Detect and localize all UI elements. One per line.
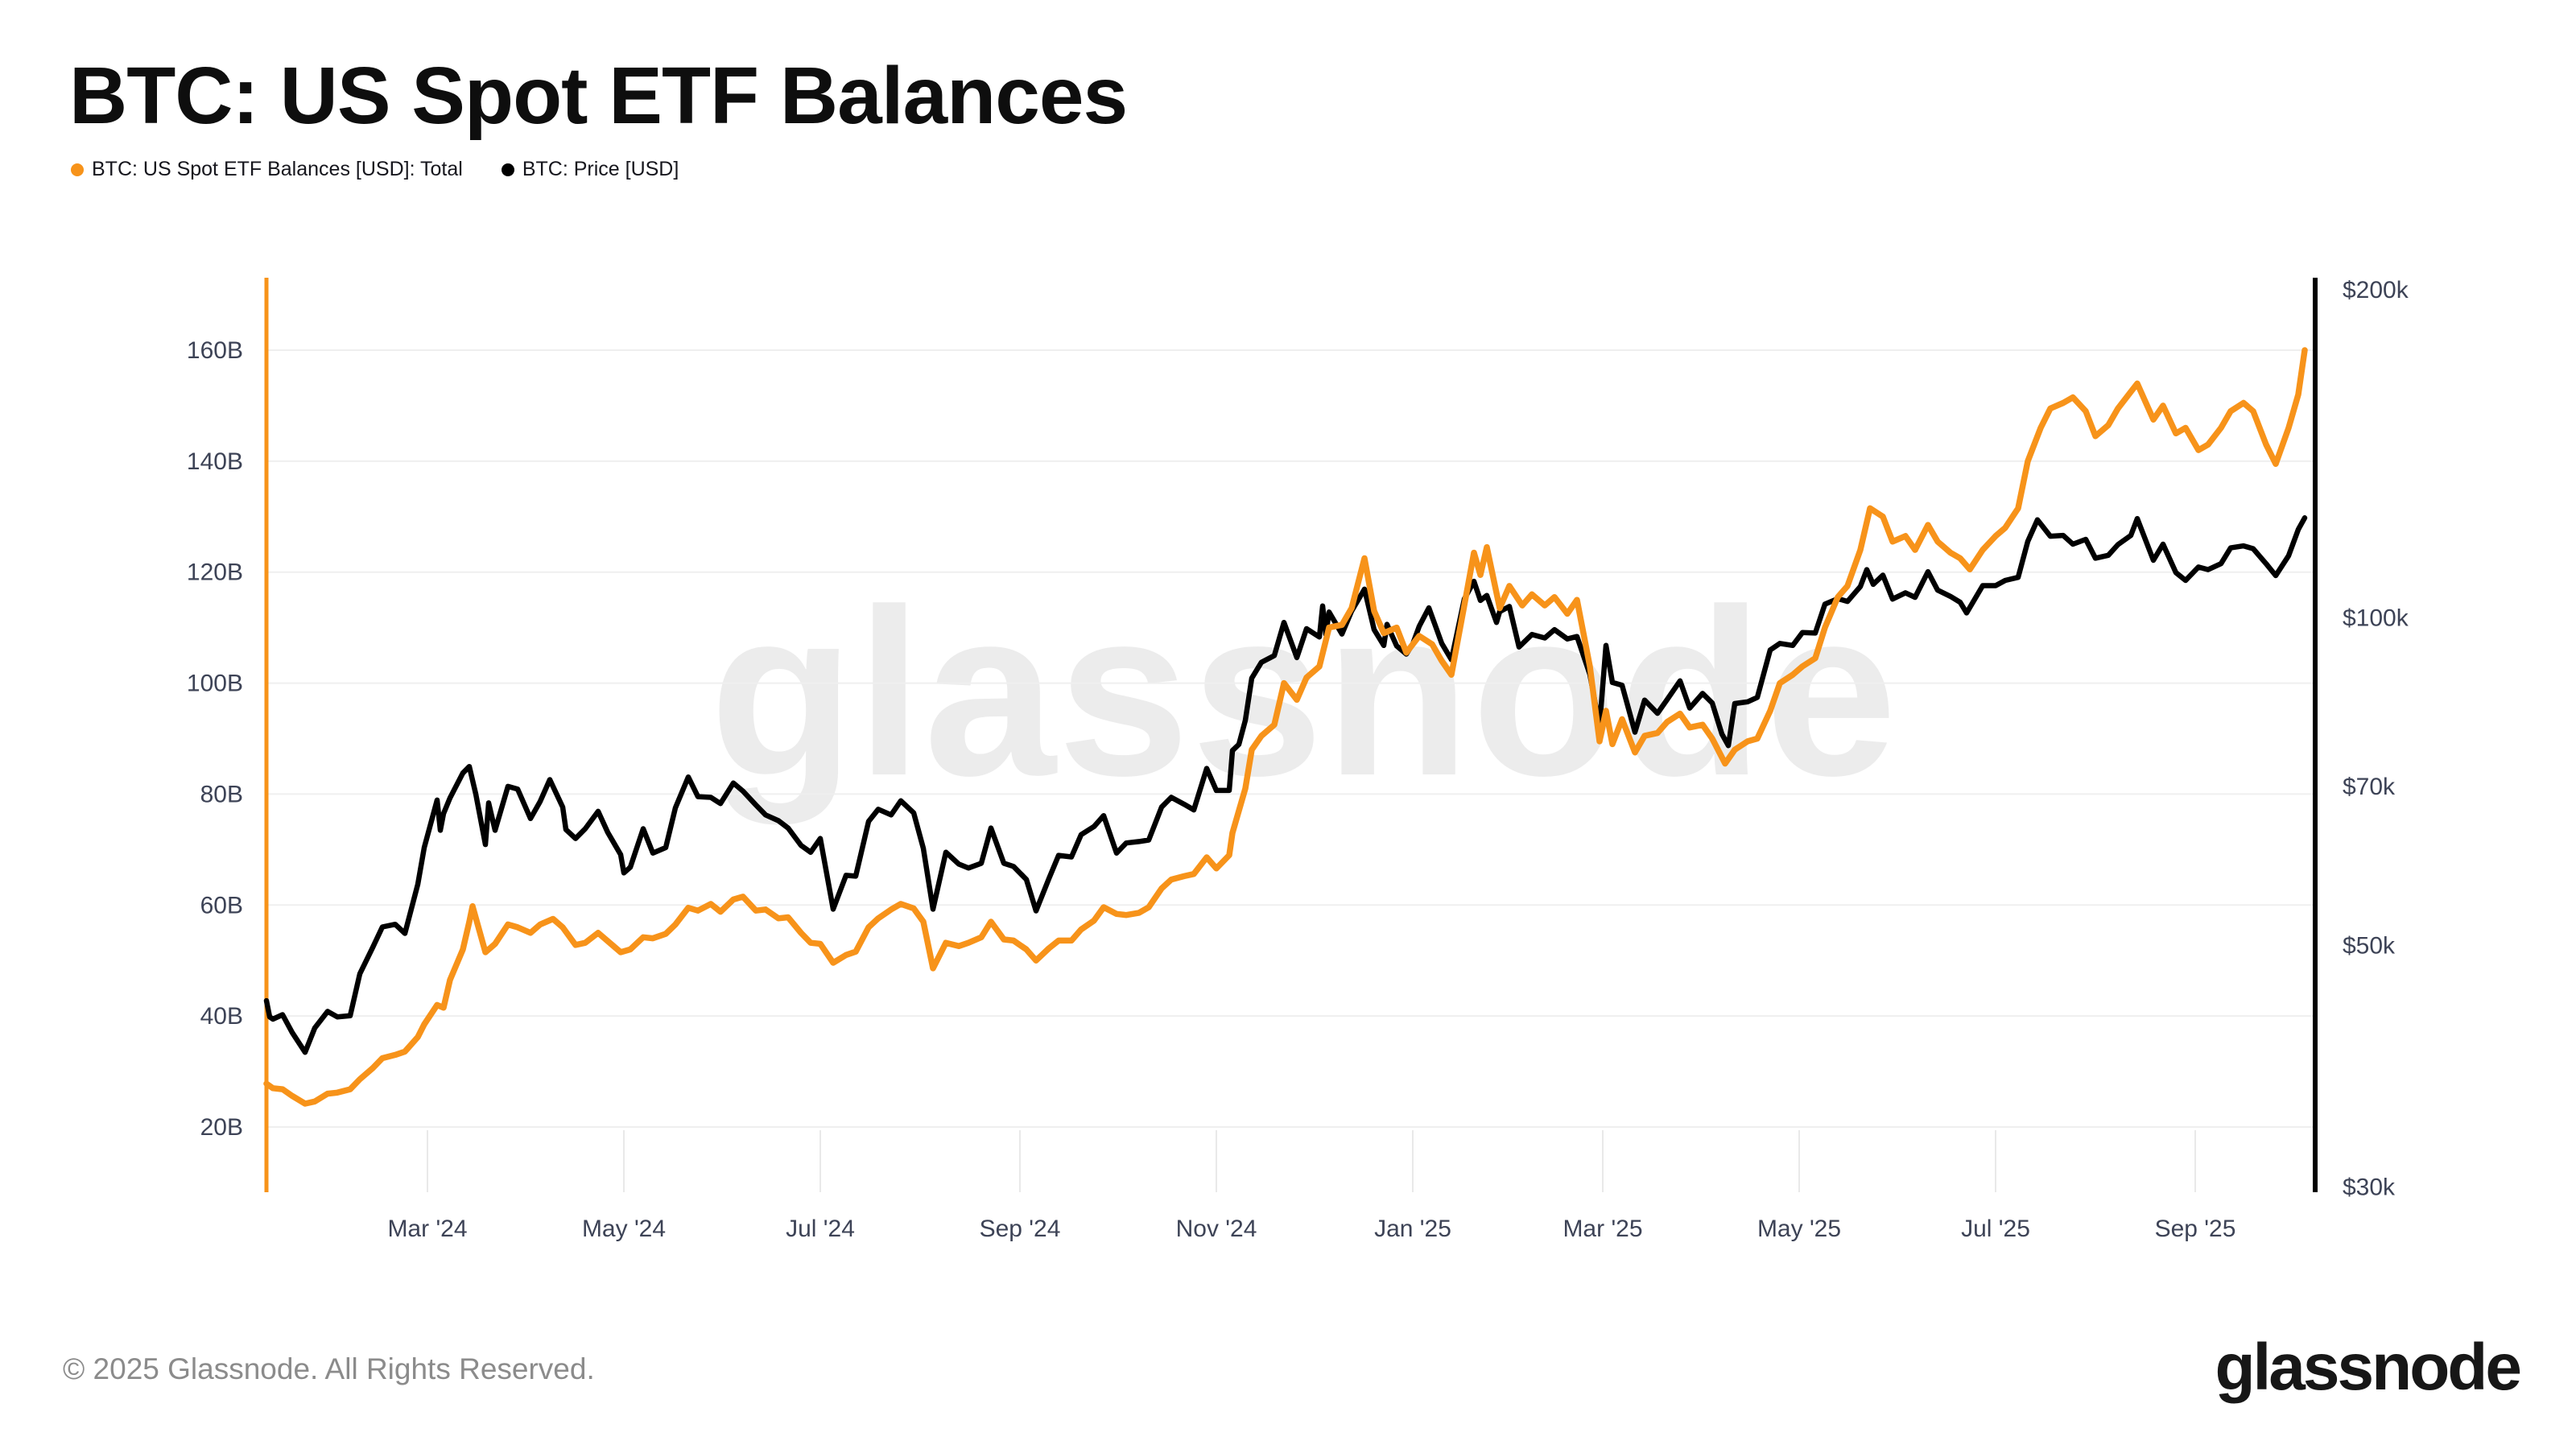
price-line: [263, 515, 2308, 1055]
x-tick-label: Jul '25: [1961, 1216, 2030, 1242]
y-left-tick-label: 20B: [200, 1114, 243, 1141]
page-title: BTC: US Spot ETF Balances: [69, 51, 1128, 141]
legend-label-price: BTC: Price [USD]: [522, 158, 679, 180]
legend-dot-price-icon: [501, 163, 514, 176]
y-left-tick-label: 140B: [187, 448, 243, 475]
balances-line: [263, 347, 2308, 1107]
y-left-tick-label: 80B: [200, 781, 243, 807]
x-tick-label: Sep '24: [980, 1216, 1061, 1242]
legend-label-balances: BTC: US Spot ETF Balances [USD]: Total: [92, 158, 463, 180]
y-left-tick-label: 40B: [200, 1003, 243, 1030]
y-left-tick-label: 120B: [187, 559, 243, 586]
y-left-tick-label: 60B: [200, 892, 243, 919]
legend-dot-balances-icon: [71, 163, 84, 176]
y-right-tick-label: $30k: [2343, 1174, 2396, 1201]
x-tick-label: Nov '24: [1176, 1216, 1257, 1242]
x-tick-label: Jan '25: [1374, 1216, 1451, 1242]
watermark: glassnode: [709, 559, 1898, 827]
y-right-tick-label: $50k: [2343, 933, 2396, 960]
footer-copyright: © 2025 Glassnode. All Rights Reserved.: [63, 1352, 595, 1385]
x-tick-label: May '25: [1757, 1216, 1841, 1242]
y-left-tick-label: 100B: [187, 671, 243, 697]
y-right-tick-label: $200k: [2343, 277, 2409, 303]
y-right-tick-label: $100k: [2343, 605, 2409, 631]
legend-item-price: BTC: Price [USD]: [501, 158, 679, 181]
y-left-tick-label: 160B: [187, 337, 243, 364]
legend-item-balances: BTC: US Spot ETF Balances [USD]: Total: [71, 158, 463, 181]
x-tick-label: Mar '25: [1563, 1216, 1642, 1242]
y-right-tick-label: $70k: [2343, 774, 2396, 800]
x-tick-label: Mar '24: [387, 1216, 467, 1242]
x-tick-label: Jul '24: [786, 1216, 855, 1242]
x-tick-label: May '24: [582, 1216, 666, 1242]
legend: BTC: US Spot ETF Balances [USD]: Total B…: [71, 158, 679, 181]
glassnode-logo: glassnode: [2215, 1331, 2522, 1404]
x-tick-label: Sep '25: [2155, 1216, 2236, 1242]
